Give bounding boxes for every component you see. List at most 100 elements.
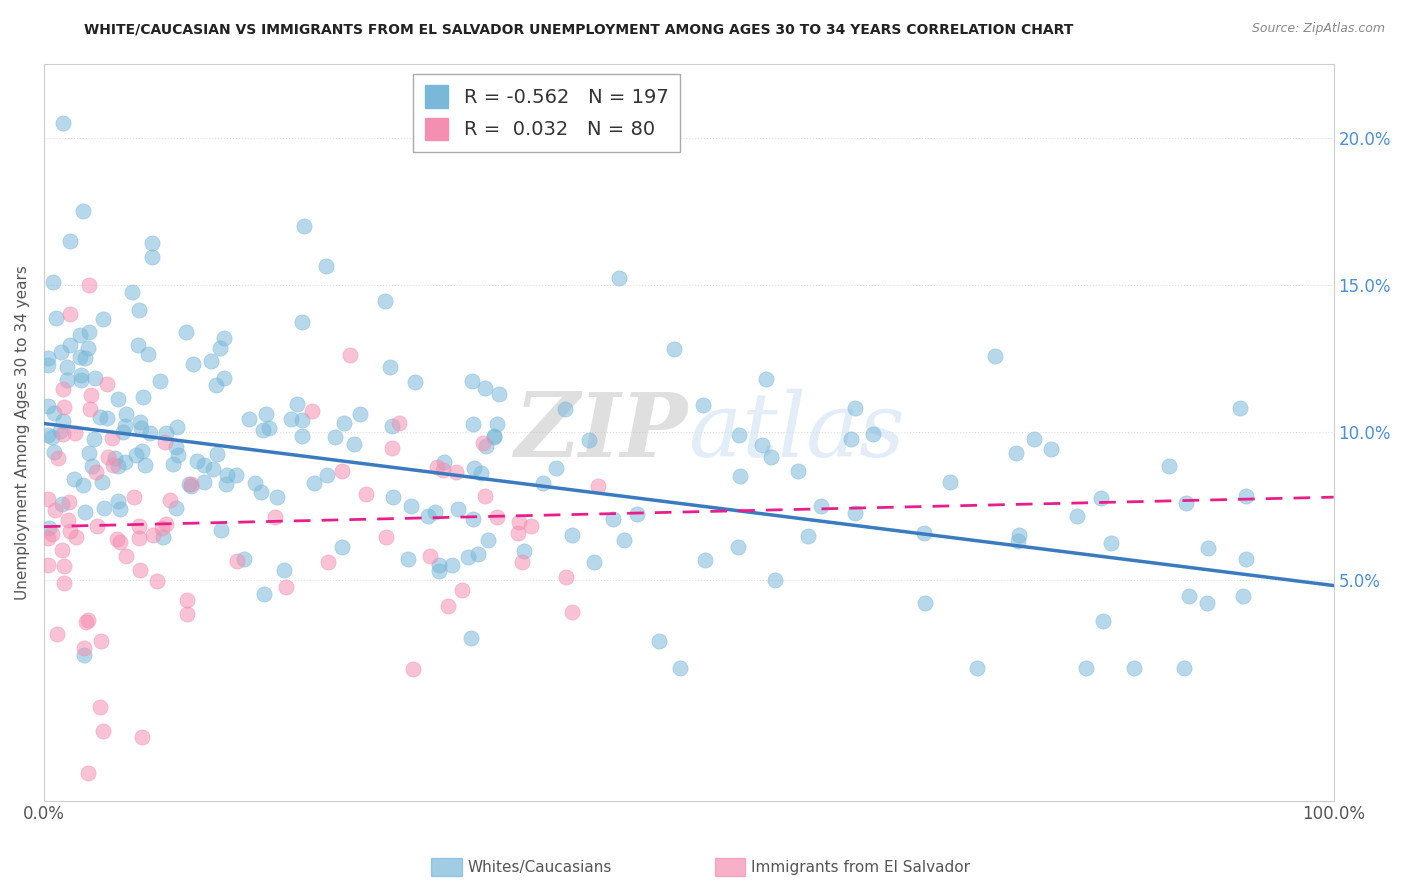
Point [89,409,111,424]
Point [463,461,485,475]
Point [763,573,786,587]
Point [381,418,404,433]
Point [165,501,187,516]
Point [787,464,810,478]
Point [257,421,280,435]
Point [1197,541,1219,555]
Point [44,502,66,516]
Point [37,531,59,545]
Point [318,555,340,569]
Point [586,478,609,492]
Point [165,440,187,454]
Point [727,540,749,554]
Point [457,550,479,565]
Point [444,466,467,480]
Point [37,558,59,572]
Point [90,475,112,490]
Point [52,382,75,396]
Point [72,204,94,219]
Point [79,446,101,460]
Legend: R = -0.562   N = 197, R =  0.032   N = 80: R = -0.562 N = 197, R = 0.032 N = 80 [413,74,681,152]
Point [37,351,59,365]
Point [162,457,184,471]
Y-axis label: Unemployment Among Ages 30 to 34 years: Unemployment Among Ages 30 to 34 years [15,265,30,599]
Point [129,421,152,435]
Point [330,464,353,478]
Point [1040,442,1063,456]
Point [107,392,129,407]
Point [55,373,77,387]
Text: WHITE/CAUCASIAN VS IMMIGRANTS FROM EL SALVADOR UNEMPLOYMENT AMONG AGES 30 TO 34 : WHITE/CAUCASIAN VS IMMIGRANTS FROM EL SA… [84,22,1074,37]
Point [37,428,59,442]
Point [648,633,671,648]
Point [97,450,120,464]
Point [59,234,82,248]
Point [939,475,962,489]
Point [474,490,496,504]
Point [374,293,396,308]
Point [427,564,450,578]
Point [111,425,134,439]
Point [141,235,163,250]
Point [180,479,202,493]
Point [46,451,69,466]
Point [1066,508,1088,523]
Point [238,411,260,425]
Point [381,442,404,456]
Point [96,376,118,391]
Point [45,310,67,325]
Point [561,528,583,542]
Point [426,459,449,474]
Point [728,428,751,442]
Point [209,341,232,355]
Point [343,437,366,451]
Point [416,508,439,523]
Point [62,472,84,486]
Point [477,533,499,547]
Point [254,408,277,422]
Point [728,469,751,483]
Point [349,407,371,421]
Point [513,544,536,558]
Point [200,354,222,368]
Point [396,551,419,566]
Point [73,641,96,656]
Point [333,416,356,430]
Point [339,348,361,362]
Text: ZIP: ZIP [516,389,689,475]
Point [90,633,112,648]
Point [402,663,425,677]
Point [273,563,295,577]
Point [125,448,148,462]
Point [52,414,75,428]
Point [561,605,583,619]
Point [84,371,107,385]
Point [474,381,496,395]
Point [155,516,177,531]
Point [181,357,204,371]
Point [93,501,115,516]
Point [488,387,510,401]
Point [602,511,624,525]
Point [37,399,59,413]
Point [75,615,97,629]
Point [91,724,114,739]
Point [759,450,782,464]
Point [52,427,75,442]
Point [82,458,104,473]
Point [108,534,131,549]
Point [42,444,65,458]
Text: Whites/Caucasians: Whites/Caucasians [467,860,612,874]
Text: atlas: atlas [689,389,904,475]
Point [554,401,576,416]
Point [128,303,150,318]
Point [441,558,464,572]
Point [73,505,96,519]
Point [276,580,298,594]
Point [128,415,150,429]
Point [139,426,162,441]
Point [1092,614,1115,628]
Point [58,494,80,508]
Point [65,530,87,544]
Point [966,661,988,675]
